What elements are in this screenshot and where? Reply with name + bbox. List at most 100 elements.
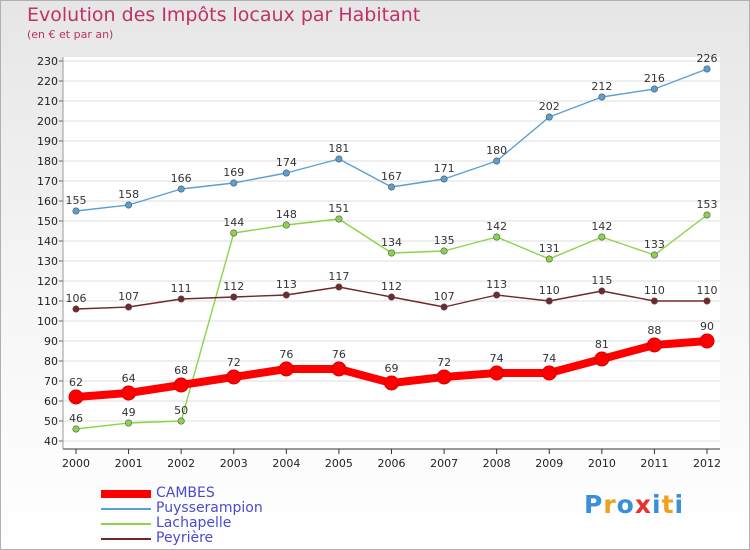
y-tick-label: 140 xyxy=(37,235,58,248)
logo-letter: r xyxy=(603,490,617,519)
logo-letter: x xyxy=(634,490,652,519)
y-tick-label: 150 xyxy=(37,215,58,228)
x-tick-label: 2002 xyxy=(167,457,195,470)
data-point-lachapelle xyxy=(440,247,448,255)
data-point-puysserampion xyxy=(335,155,343,163)
data-label-lachapelle: 142 xyxy=(486,220,507,233)
y-tick-label: 190 xyxy=(37,135,58,148)
data-label-lachapelle: 135 xyxy=(434,234,455,247)
data-point-peyrire xyxy=(177,295,185,303)
proxiti-logo: Proxiti xyxy=(584,490,684,519)
data-point-lachapelle xyxy=(282,221,290,229)
data-label-puysserampion: 158 xyxy=(118,188,139,201)
data-label-peyrire: 106 xyxy=(66,292,87,305)
data-label-lachapelle: 151 xyxy=(328,202,349,215)
data-label-lachapelle: 134 xyxy=(381,236,402,249)
data-point-cambes xyxy=(489,365,505,381)
y-tick-label: 90 xyxy=(44,335,58,348)
data-point-lachapelle xyxy=(650,251,658,259)
legend-label-cambes: CAMBES xyxy=(156,485,215,501)
data-label-lachapelle: 148 xyxy=(276,208,297,221)
data-label-cambes: 72 xyxy=(437,356,451,369)
data-label-puysserampion: 202 xyxy=(539,100,560,113)
legend-swatch-lachapelle xyxy=(101,523,151,525)
data-point-cambes xyxy=(68,389,84,405)
data-point-puysserampion xyxy=(125,201,133,209)
x-tick-label: 2011 xyxy=(640,457,668,470)
data-label-puysserampion: 180 xyxy=(486,144,507,157)
data-point-lachapelle xyxy=(703,211,711,219)
data-label-lachapelle: 142 xyxy=(591,220,612,233)
data-label-peyrire: 113 xyxy=(276,278,297,291)
data-label-lachapelle: 49 xyxy=(122,406,136,419)
data-point-peyrire xyxy=(703,297,711,305)
data-label-cambes: 69 xyxy=(385,362,399,375)
data-label-puysserampion: 169 xyxy=(223,166,244,179)
y-tick-label: 130 xyxy=(37,255,58,268)
x-tick-label: 2012 xyxy=(693,457,721,470)
data-point-cambes xyxy=(594,351,610,367)
data-point-puysserampion xyxy=(598,93,606,101)
x-tick-label: 2004 xyxy=(272,457,300,470)
data-point-peyrire xyxy=(387,293,395,301)
data-point-cambes xyxy=(226,369,242,385)
y-tick-label: 160 xyxy=(37,195,58,208)
y-tick-label: 200 xyxy=(37,115,58,128)
data-label-peyrire: 112 xyxy=(223,280,244,293)
x-tick-label: 2010 xyxy=(588,457,616,470)
data-point-peyrire xyxy=(440,303,448,311)
data-label-peyrire: 111 xyxy=(171,282,192,295)
data-label-puysserampion: 181 xyxy=(328,142,349,155)
data-label-puysserampion: 155 xyxy=(66,194,87,207)
data-label-peyrire: 112 xyxy=(381,280,402,293)
data-point-puysserampion xyxy=(650,85,658,93)
x-tick-label: 2008 xyxy=(483,457,511,470)
y-tick-label: 70 xyxy=(44,375,58,388)
x-tick-label: 2001 xyxy=(115,457,143,470)
logo-letter: i xyxy=(674,490,685,519)
data-label-peyrire: 115 xyxy=(591,274,612,287)
chart-subtitle: (en € et par an) xyxy=(27,28,114,41)
y-tick-label: 220 xyxy=(37,75,58,88)
data-label-peyrire: 107 xyxy=(118,290,139,303)
data-point-lachapelle xyxy=(125,419,133,427)
data-label-cambes: 74 xyxy=(490,352,504,365)
data-point-cambes xyxy=(436,369,452,385)
legend-swatch-cambes xyxy=(101,490,151,498)
data-point-peyrire xyxy=(545,297,553,305)
data-point-peyrire xyxy=(650,297,658,305)
data-label-cambes: 68 xyxy=(174,364,188,377)
data-point-lachapelle xyxy=(72,425,80,433)
data-label-puysserampion: 166 xyxy=(171,172,192,185)
data-label-peyrire: 110 xyxy=(644,284,665,297)
legend-swatch-puysserampion xyxy=(101,508,151,510)
legend-label-peyriere: Peyrière xyxy=(156,530,214,546)
data-label-lachapelle: 50 xyxy=(174,404,188,417)
data-label-lachapelle: 144 xyxy=(223,216,244,229)
data-point-lachapelle xyxy=(177,417,185,425)
logo-letter: o xyxy=(616,490,635,519)
data-point-lachapelle xyxy=(335,215,343,223)
data-point-cambes xyxy=(173,377,189,393)
y-tick-label: 120 xyxy=(37,275,58,288)
y-tick-label: 100 xyxy=(37,315,58,328)
logo-letter: i xyxy=(652,490,662,519)
data-point-peyrire xyxy=(335,283,343,291)
y-tick-label: 60 xyxy=(44,395,58,408)
data-label-lachapelle: 153 xyxy=(697,198,718,211)
legend-label-puysserampion: Puysserampion xyxy=(156,500,263,516)
x-tick-label: 2003 xyxy=(220,457,248,470)
data-label-puysserampion: 174 xyxy=(276,156,297,169)
data-label-cambes: 64 xyxy=(122,372,136,385)
data-label-peyrire: 113 xyxy=(486,278,507,291)
data-label-cambes: 76 xyxy=(279,348,293,361)
data-label-puysserampion: 216 xyxy=(644,72,665,85)
x-tick-label: 2009 xyxy=(535,457,563,470)
data-point-puysserampion xyxy=(387,183,395,191)
data-point-lachapelle xyxy=(598,233,606,241)
data-point-peyrire xyxy=(230,293,238,301)
x-tick-label: 2007 xyxy=(430,457,458,470)
data-point-lachapelle xyxy=(493,233,501,241)
